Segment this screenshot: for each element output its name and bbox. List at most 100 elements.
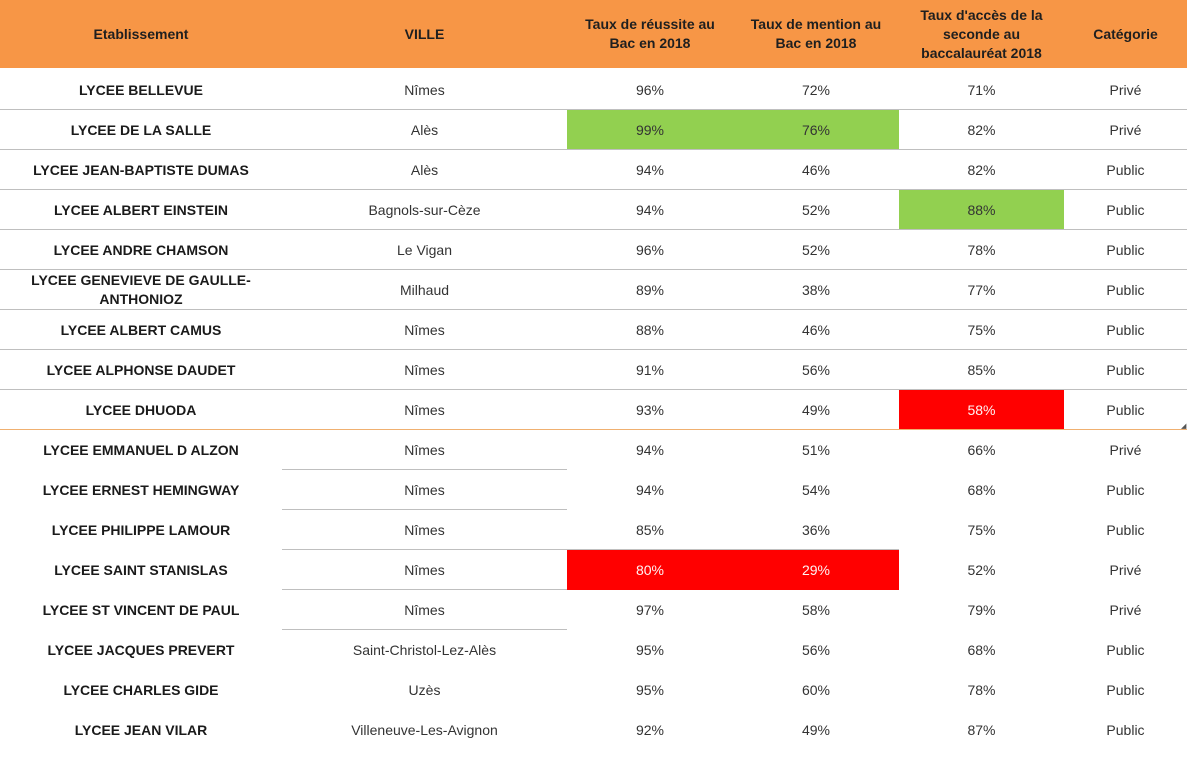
cell-categorie: Public: [1106, 322, 1145, 338]
table-row: LYCEE DHUODA Nîmes 93% 49% 58% Public: [0, 390, 1187, 430]
row-divider: [0, 429, 1187, 430]
cell-reussite: 94%: [635, 482, 665, 498]
cell-name: LYCEE ST VINCENT DE PAUL: [42, 601, 240, 618]
header-reussite: Taux de réussite au Bac en 2018: [585, 16, 715, 51]
cell-acces: 58%: [899, 390, 1064, 430]
row-divider: [0, 229, 1187, 230]
cell-name: LYCEE SAINT STANISLAS: [54, 561, 228, 578]
cell-ville: Le Vigan: [396, 242, 452, 258]
cell-mention: 52%: [801, 242, 831, 258]
table-row: LYCEE PHILIPPE LAMOUR Nîmes 85% 36% 75% Publi…: [0, 510, 1187, 550]
cell-name: LYCEE JACQUES PREVERT: [47, 641, 235, 658]
cell-acces: 75%: [967, 322, 996, 338]
table-row: LYCEE JEAN VILAR Villeneuve-Les-Avignon 92…: [0, 710, 1187, 750]
table-row: LYCEE JACQUES PREVERT Saint-Christol-Lez-…: [0, 630, 1187, 670]
cell-name: LYCEE ALPHONSE DAUDET: [46, 361, 236, 378]
cell-categorie: Public: [1106, 242, 1145, 258]
header-acces: Taux d'accès de la seconde au baccalauré…: [920, 6, 1043, 61]
cell-reussite: 91%: [635, 362, 665, 378]
cell-ville: Nîmes: [404, 402, 445, 418]
cell-ville: Nîmes: [404, 362, 445, 378]
cell-acces: 82%: [967, 122, 996, 138]
cell-acces: 78%: [967, 682, 996, 698]
cell-categorie: Public: [1106, 282, 1145, 298]
cell-name: LYCEE JEAN VILAR: [74, 721, 208, 738]
cell-acces: 71%: [967, 82, 996, 98]
cell-ville: Milhaud: [399, 282, 450, 298]
cell-name: LYCEE PHILIPPE LAMOUR: [51, 521, 231, 538]
cell-mention: 29%: [733, 550, 899, 590]
row-divider: [282, 549, 899, 550]
cell-mention: 56%: [801, 362, 831, 378]
cell-mention: 46%: [801, 162, 831, 178]
row-divider: [0, 189, 1187, 190]
cell-categorie: Privé: [1109, 602, 1142, 618]
cell-categorie: Public: [1106, 522, 1145, 538]
cell-mention: 49%: [801, 722, 831, 738]
cell-mention: 58%: [801, 602, 831, 618]
row-divider: [0, 109, 1187, 110]
cell-reussite: 94%: [635, 162, 665, 178]
cell-acces: 68%: [967, 482, 996, 498]
cell-categorie: Public: [1106, 722, 1145, 738]
cell-mention: 60%: [801, 682, 831, 698]
cell-ville: Nîmes: [404, 602, 445, 618]
resize-handle-icon: ◢: [1181, 423, 1187, 430]
table-row: LYCEE EMMANUEL D ALZON Nîmes 94% 51% 66% Priv…: [0, 430, 1187, 470]
cell-categorie: Public: [1106, 642, 1145, 658]
cell-categorie: Public: [1106, 482, 1145, 498]
cell-reussite: 96%: [635, 82, 665, 98]
header-etablissement: Etablissement: [93, 25, 189, 42]
cell-categorie: Public: [1106, 362, 1145, 378]
cell-mention: 52%: [801, 202, 831, 218]
cell-mention: 49%: [801, 402, 831, 418]
cell-name: LYCEE CHARLES GIDE: [63, 681, 219, 698]
cell-name: LYCEE EMMANUEL D ALZON: [43, 441, 239, 458]
cell-reussite: 96%: [635, 242, 665, 258]
cell-ville: Nîmes: [404, 562, 445, 578]
cell-reussite: 94%: [635, 202, 665, 218]
cell-ville: Villeneuve-Les-Avignon: [351, 722, 498, 738]
row-divider: [282, 589, 567, 590]
cell-acces: 87%: [967, 722, 996, 738]
table-header: Etablissement VILLE Taux de réussite au …: [0, 0, 1187, 68]
cell-reussite: 99%: [567, 110, 733, 150]
table-row: LYCEE ALBERT EINSTEIN Bagnols-sur-Cèze 94%…: [0, 190, 1187, 230]
cell-ville: Nîmes: [404, 322, 445, 338]
header-categorie: Catégorie: [1093, 25, 1158, 42]
cell-mention: 54%: [801, 482, 831, 498]
row-divider: [0, 149, 1187, 150]
header-mention: Taux de mention au Bac en 2018: [750, 16, 882, 51]
table-row: LYCEE ALPHONSE DAUDET Nîmes 91% 56% 85% Publi…: [0, 350, 1187, 390]
cell-mention: 46%: [801, 322, 831, 338]
cell-mention: 51%: [801, 442, 831, 458]
table-row: LYCEE BELLEVUE Nîmes 96% 72% 71% Privé: [0, 70, 1187, 110]
cell-reussite: 94%: [635, 442, 665, 458]
row-divider: [0, 349, 1187, 350]
cell-mention: 56%: [801, 642, 831, 658]
cell-name: LYCEE DE LA SALLE: [70, 121, 212, 138]
cell-categorie: Public: [1106, 402, 1145, 418]
cell-acces: 77%: [967, 282, 996, 298]
cell-categorie: Public: [1106, 682, 1145, 698]
table-row: LYCEE ST VINCENT DE PAUL Nîmes 97% 58% 79% Pr…: [0, 590, 1187, 630]
cell-categorie: Privé: [1109, 442, 1142, 458]
table-row: LYCEE CHARLES GIDE Uzès 95% 60% 78% Public: [0, 670, 1187, 710]
table-row: LYCEE ERNEST HEMINGWAY Nîmes 94% 54% 68% Publ…: [0, 470, 1187, 510]
cell-reussite: 97%: [635, 602, 665, 618]
header-ville: VILLE: [404, 25, 445, 42]
cell-name: LYCEE DHUODA: [85, 401, 197, 418]
cell-acces: 78%: [967, 242, 996, 258]
cell-name: LYCEE JEAN-BAPTISTE DUMAS: [33, 161, 249, 178]
cell-acces: 88%: [899, 190, 1064, 230]
cell-reussite: 95%: [635, 642, 665, 658]
cell-reussite: 88%: [635, 322, 665, 338]
cell-ville: Nîmes: [404, 482, 445, 498]
cell-ville: Alès: [410, 162, 439, 178]
cell-acces: 66%: [967, 442, 996, 458]
cell-reussite: 85%: [635, 522, 665, 538]
cell-acces: 68%: [967, 642, 996, 658]
cell-ville: Uzès: [408, 682, 441, 698]
table-row: LYCEE GENEVIEVE DE GAULLE- ANTHONIOZ Milh…: [0, 270, 1187, 310]
cell-acces: 75%: [967, 522, 996, 538]
